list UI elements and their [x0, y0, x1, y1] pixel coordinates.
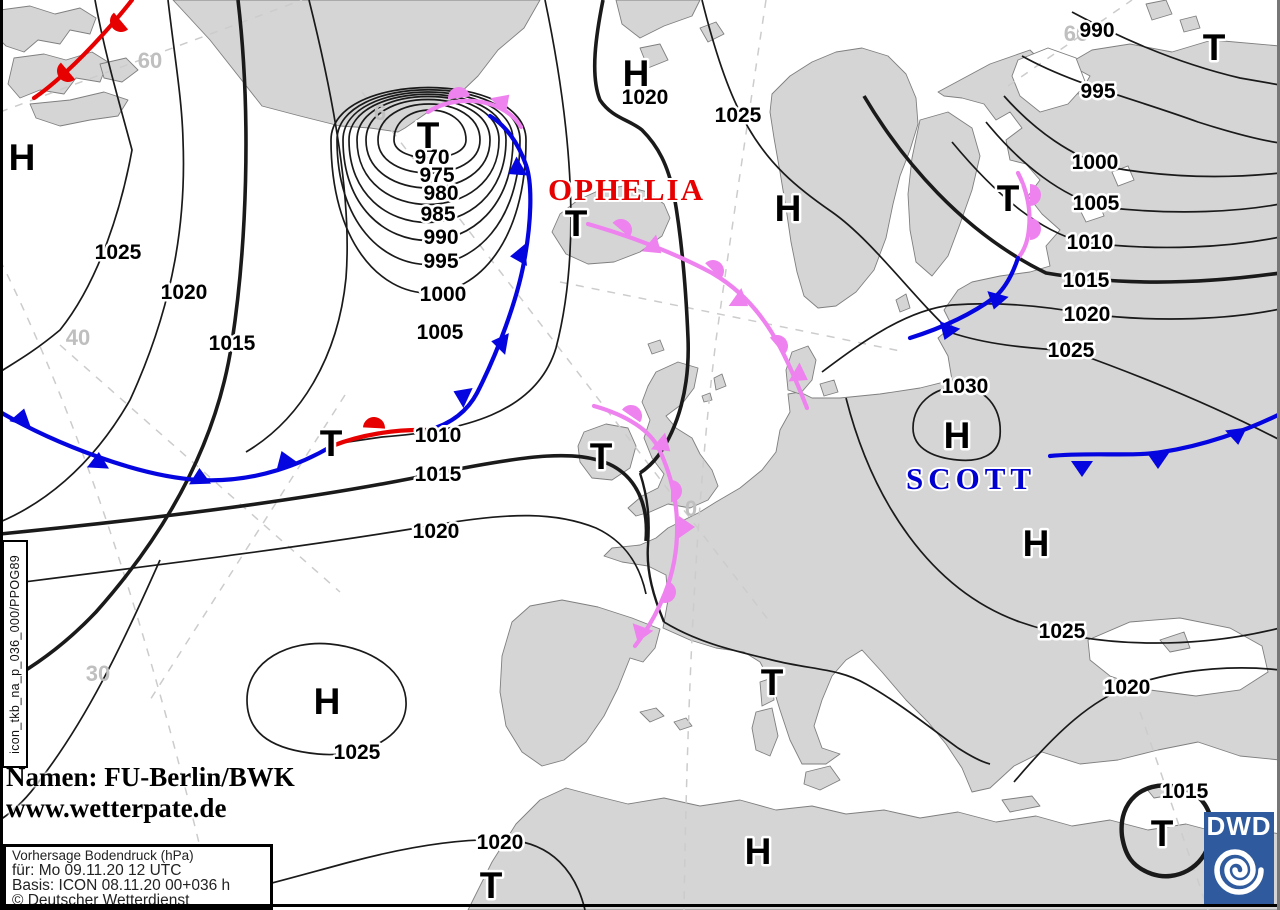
pressure-label: 1005 [1073, 192, 1120, 215]
grid-label: 30 [86, 661, 110, 686]
pressure-label: 995 [423, 250, 458, 273]
pressure-label: 985 [420, 203, 455, 226]
dwd-logo: DWD [1204, 812, 1274, 904]
product-code-box: icon_tkb_na_p_036_000/PPOG89 [2, 540, 28, 768]
pressure-label: 1020 [622, 86, 669, 109]
pressure-label: 1020 [161, 281, 208, 304]
dwd-logo-text: DWD [1206, 811, 1272, 841]
pressure-label: 1015 [415, 463, 462, 486]
forecast-info-box: Vorhersage Bodendruck (hPa) für: Mo 09.1… [3, 844, 273, 910]
pressure-label: 970 [414, 146, 449, 169]
pressure-centers: H H H H H H H T T T T T T T T T [6, 25, 1228, 909]
pressure-label: 1025 [1039, 620, 1086, 643]
pressure-center-marker: T [997, 178, 1020, 219]
pressure-label: 1000 [420, 283, 467, 306]
map-border-right [1277, 0, 1280, 910]
pressure-label: 1005 [417, 321, 464, 344]
pressure-label: 1000 [1072, 151, 1119, 174]
pressure-center-marker: T [320, 423, 343, 464]
pressure-label: 990 [1079, 19, 1114, 42]
storm-names: OPHELIA SCOTT [546, 170, 1036, 498]
pressure-center-marker: T [1203, 27, 1226, 68]
pressure-label: 1025 [715, 104, 762, 127]
pressure-center-marker: T [1151, 813, 1174, 854]
cold-front-scott-east [1047, 411, 1280, 459]
map-border-left [0, 0, 3, 910]
pressure-center-marker: H [775, 188, 802, 229]
pressure-label: 980 [423, 182, 458, 205]
pressure-labels: 9709759809859909951000100510101015102010… [92, 17, 1211, 857]
grid-label: 0 [685, 496, 697, 521]
pressure-label: 975 [419, 164, 454, 187]
pressure-label: 1025 [334, 741, 381, 764]
pressure-center-marker: T [761, 662, 784, 703]
occluded-front-iceland [425, 98, 524, 130]
pressure-label: 1025 [1048, 339, 1095, 362]
grid-label: 66 [1064, 21, 1088, 46]
info-model-basis: Basis: ICON 08.11.20 00+036 h [12, 877, 231, 894]
info-valid-time: für: Mo 09.11.20 12 UTC [12, 862, 182, 879]
pressure-center-marker: T [590, 436, 613, 477]
pressure-label: 1030 [942, 375, 989, 398]
front-markers [9, 12, 1247, 643]
pressure-center-marker: T [480, 865, 503, 906]
cold-front-atlantic-east [425, 113, 533, 433]
pressure-label: 1020 [1104, 676, 1151, 699]
pressure-label: 995 [1080, 80, 1115, 103]
pressure-center-marker: H [314, 681, 341, 722]
info-product-title: Vorhersage Bodendruck (hPa) [12, 848, 194, 863]
pressure-label: 1020 [477, 831, 524, 854]
pressure-center-marker: H [745, 831, 772, 872]
pressure-label: 1010 [415, 424, 462, 447]
pressure-label: 990 [423, 226, 458, 249]
pressure-center-marker: H [944, 415, 971, 456]
occluded-front-kola [1015, 170, 1032, 261]
dwd-spiral-icon [1214, 849, 1264, 895]
pressure-label: 1025 [95, 241, 142, 264]
pressure-center-marker: H [623, 53, 650, 94]
credits-line-names: Namen: FU-Berlin/BWK [6, 762, 295, 792]
cold-front-atlantic-west [0, 409, 335, 483]
pressure-label: 1010 [1067, 231, 1114, 254]
pressure-center-marker: T [565, 203, 588, 244]
pressure-label: 1015 [209, 332, 256, 355]
stor m-name-label: OPHELIA [548, 172, 705, 207]
pressure-center-marker: H [9, 137, 36, 178]
pressure-center-marker: H [1023, 523, 1050, 564]
stor m-name-label: SCOTT [906, 461, 1036, 496]
credits-line-url: www.wetterpate.de [6, 793, 227, 823]
pressure-center-marker: T [417, 115, 440, 156]
pressure-label: 1020 [1064, 303, 1111, 326]
warm-front-atlantic [329, 427, 431, 449]
occluded-front-uk [591, 403, 680, 649]
pressure-label: 1015 [1162, 780, 1209, 803]
pressure-label: 1015 [1063, 269, 1110, 292]
product-code-text: icon_tkb_na_p_036_000/PPOG89 [8, 554, 22, 754]
grid-label: 40 [66, 325, 90, 350]
pressure-label: 1020 [413, 520, 460, 543]
grid-label: 60 [138, 48, 162, 73]
credits-block: Namen: FU-Berlin/BWK www.wetterpate.de [6, 762, 295, 824]
map-border-bottom [0, 904, 1280, 907]
grid-label: 6 [374, 100, 386, 125]
